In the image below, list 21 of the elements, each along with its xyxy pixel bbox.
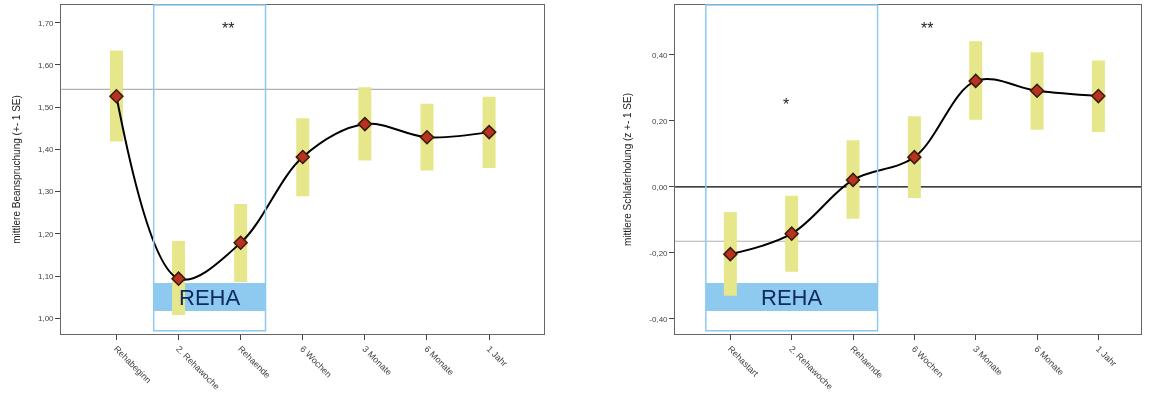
y-tick-label: 1,20: [37, 229, 55, 239]
annotation: *: [783, 96, 790, 113]
y-tick-label: 0,20: [651, 116, 669, 126]
y-tick-label: 1,40: [37, 145, 55, 155]
y-tick-label: -0,20: [649, 248, 669, 258]
y-tick-label: -0,40: [649, 314, 669, 324]
y-tick-label: 1,70: [37, 18, 55, 28]
y-tick-label: 1,10: [37, 271, 55, 281]
y-axis-title: mittlere Beanspruchung (+- 1 SE): [10, 95, 22, 244]
annotation: **: [921, 20, 934, 37]
annotation: **: [222, 20, 235, 37]
y-tick-label: 0,00: [651, 182, 669, 192]
y-tick-label: 1,50: [37, 103, 55, 113]
y-tick-label: 1,00: [37, 314, 55, 324]
y-tick-label: 0,40: [651, 50, 669, 60]
y-tick-label: 1,60: [37, 60, 55, 70]
band-label: REHA: [761, 285, 823, 310]
y-axis-title: mittlere Schlaferholung (z +- 1 SE): [622, 92, 634, 247]
x-tick-label: 1 Jahr: [1093, 343, 1119, 369]
x-tick-label: 1 Jahr: [484, 343, 510, 369]
y-tick-label: 1,30: [37, 187, 55, 197]
